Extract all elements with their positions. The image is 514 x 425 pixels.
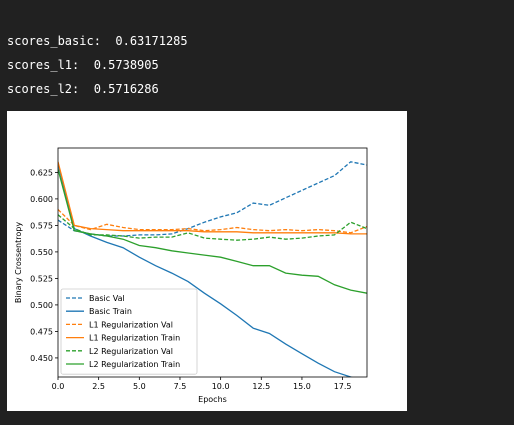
output-label: scores_l1: [7,58,80,72]
x-tick-label: 10.0 [212,382,230,391]
y-tick-label: 0.575 [30,221,53,230]
y-tick-label: 0.625 [30,168,53,177]
legend-box [60,288,198,375]
legend-label: L2 Regularization Val [89,347,173,356]
output-line-scores-l2: scores_l2: 0.5716286 [7,82,159,96]
x-tick-label: 12.5 [252,382,270,391]
series-line-2 [58,209,367,234]
y-tick-label: 0.600 [30,195,53,204]
x-tick-label: 15.0 [293,382,311,391]
output-label: scores_l2: [7,82,80,96]
series-line-5 [58,169,367,294]
chart-figure: 0.0 2.5 5.0 7.5 10.0 12.5 15.0 17.5 0.450 0.475 0… [7,111,407,411]
output-value: 0.63171285 [115,34,188,48]
output-value: 0.5738905 [93,58,159,72]
legend-label: Basic Train [89,307,132,316]
y-tick-label: 0.525 [30,274,53,283]
y-tick-label: 0.550 [30,248,53,257]
x-tick-label: 17.5 [334,382,352,391]
y-axis: 0.450 0.475 0.500 0.525 0.550 0.575 0.600 0.625 [30,168,58,363]
y-axis-label: Binary Crossentropy [14,222,23,303]
x-tick-label: 2.5 [92,382,105,391]
series-line-4 [58,214,367,241]
x-tick-label: 5.0 [133,382,146,391]
output-label: scores_basic: [7,34,101,48]
legend-label: L1 Regularization Train [89,334,180,343]
series-line-3 [58,161,367,235]
plot-lines [58,161,367,377]
chart-svg: 0.0 2.5 5.0 7.5 10.0 12.5 15.0 17.5 0.4500.4750… [14,147,368,404]
legend-label: L2 Regularization Train [89,360,180,369]
output-value: 0.5716286 [93,82,159,96]
x-tick-label: 7.5 [174,382,187,391]
x-axis: 0.0 2.5 5.0 7.5 10.0 12.5 15.0 17.5 [52,377,352,391]
y-tick-label: 0.450 [30,354,53,363]
x-axis-label: Epochs [198,395,227,404]
output-line-scores-l1: scores_l1: 0.5738905 [7,58,159,72]
series-line-1 [58,163,353,377]
legend-label: Basic Val [89,294,125,303]
plot-frame [57,147,368,378]
x-tick-label: 0.0 [52,382,65,391]
y-tick-label: 0.475 [30,327,53,336]
legend: Basic Val Basic Train L1 Regularization Va… [60,288,198,375]
y-tick-label: 0.500 [30,301,53,310]
output-line-scores-basic: scores_basic: 0.63171285 [7,34,188,48]
legend-label: L1 Regularization Val [89,320,173,329]
